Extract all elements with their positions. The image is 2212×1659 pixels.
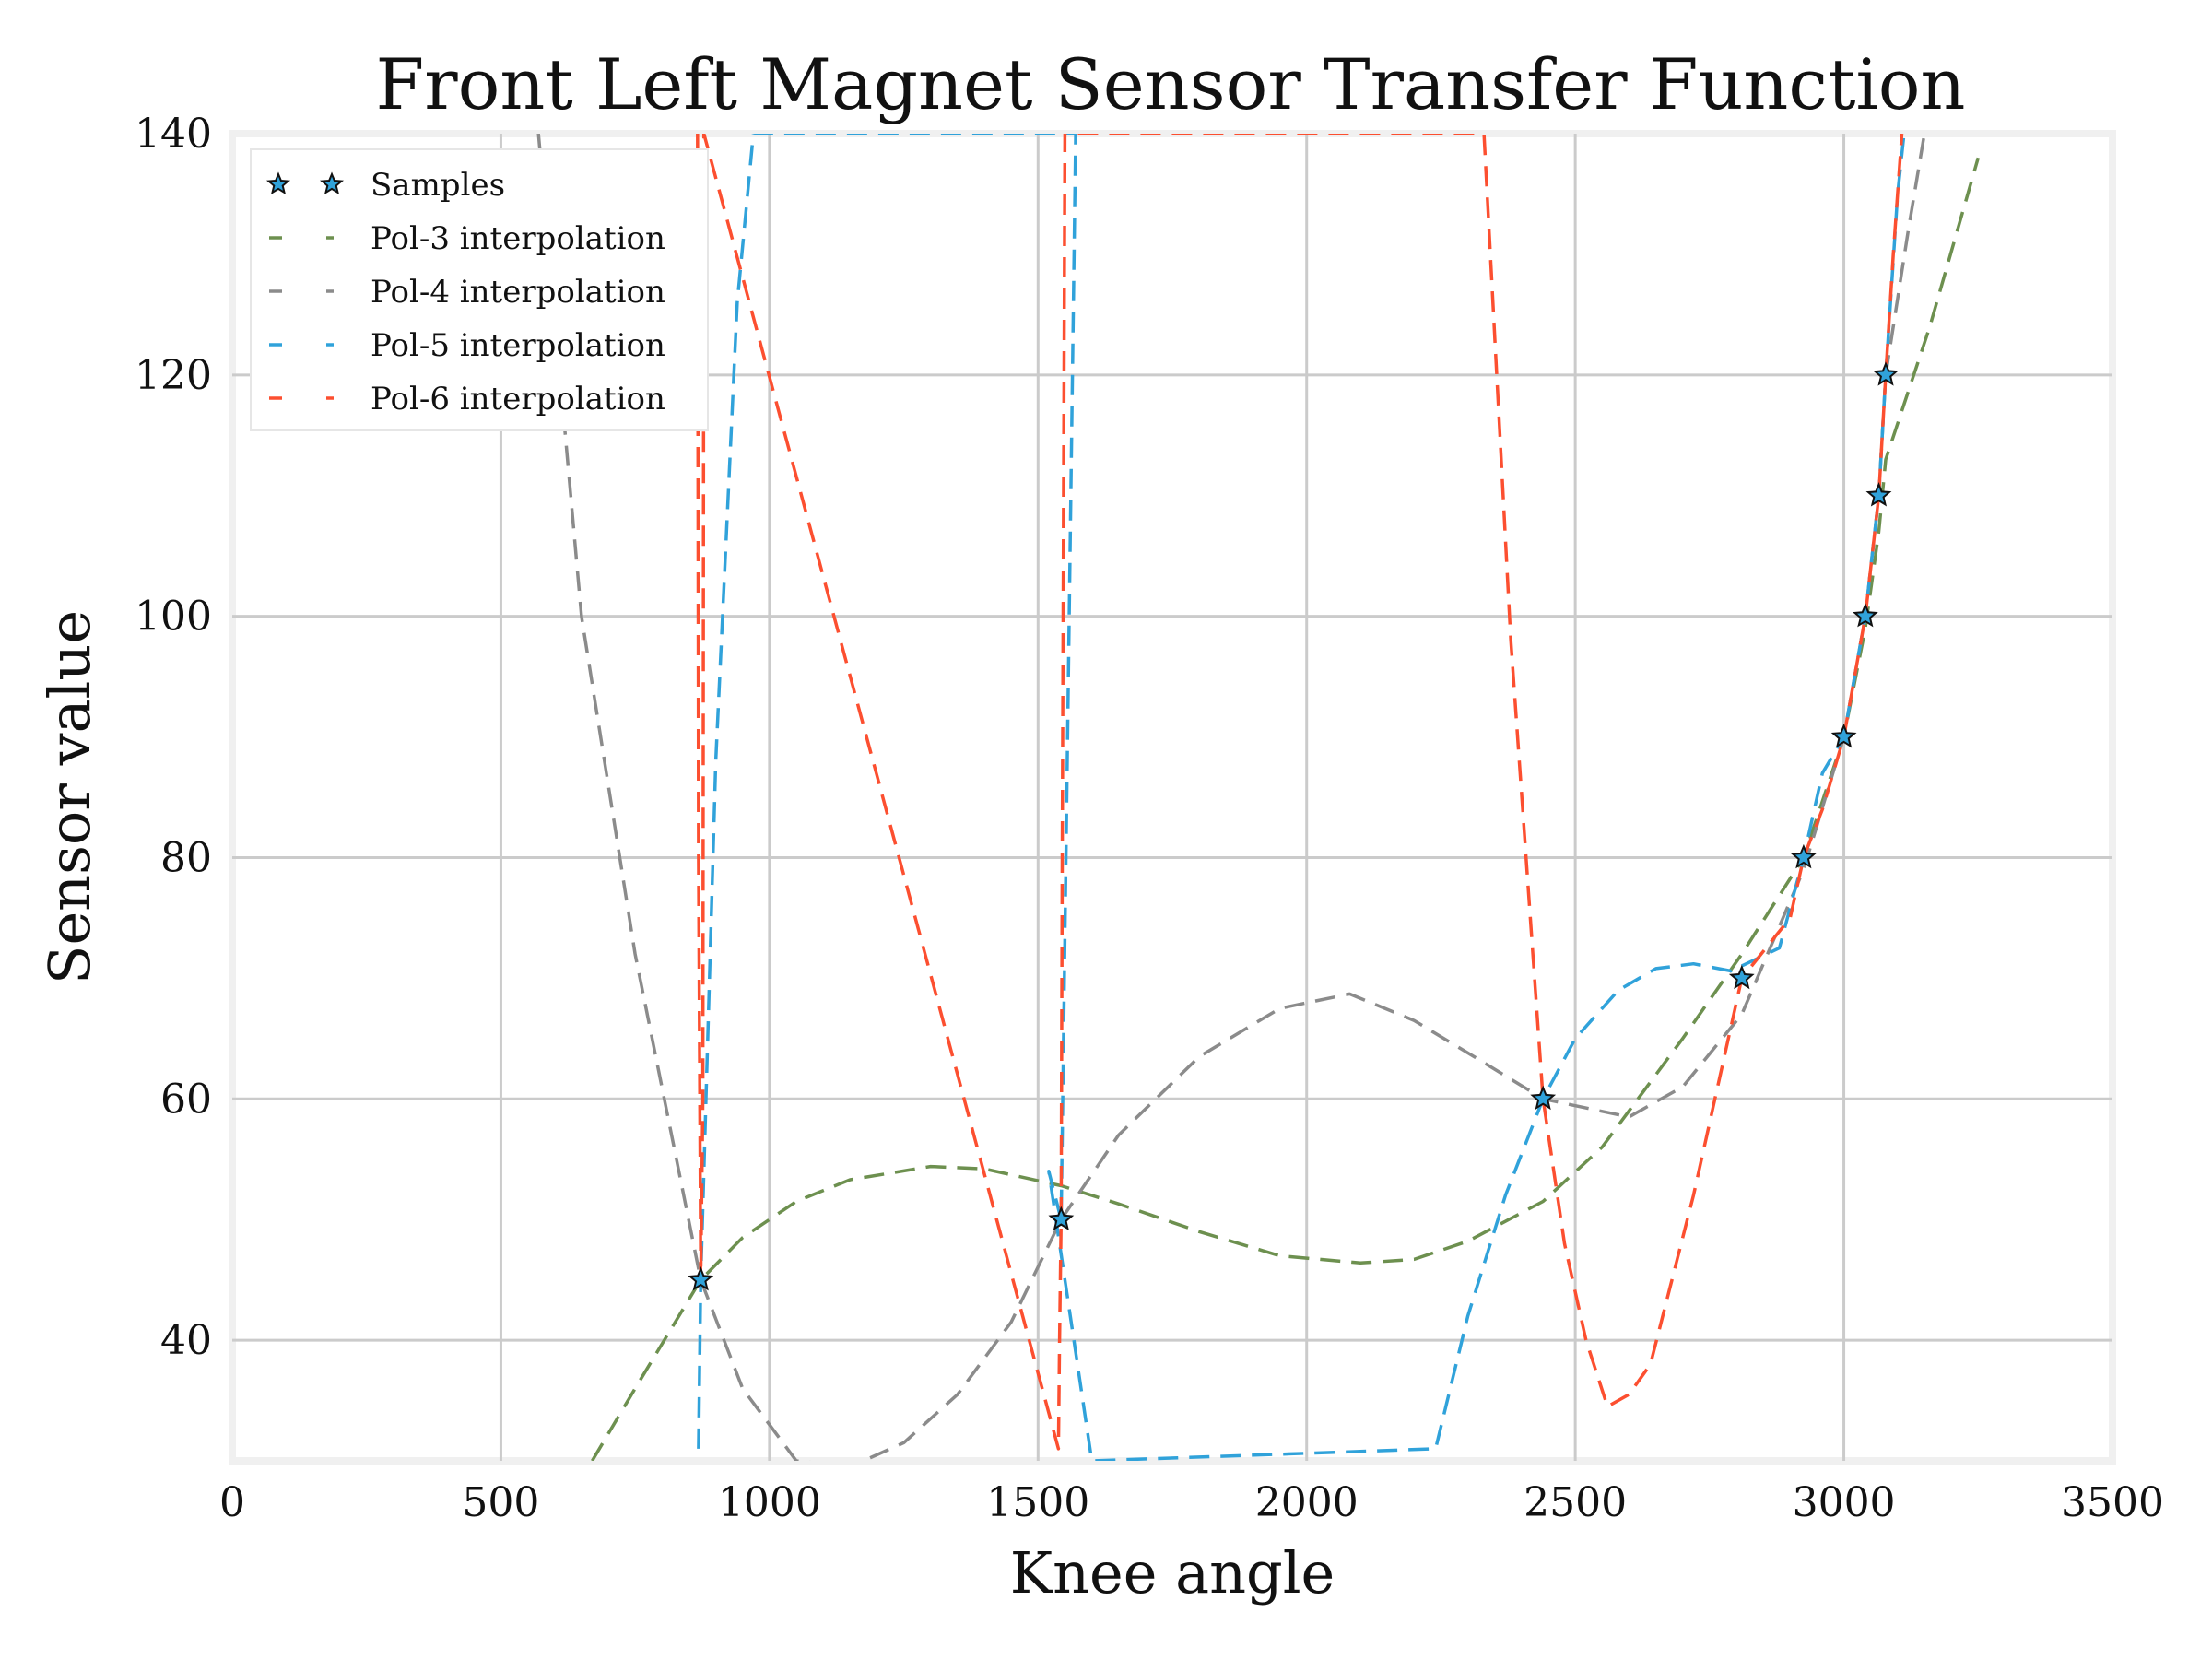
sample-point	[1830, 723, 1857, 748]
legend-label: Pol-6 interpolation	[371, 381, 665, 418]
x-tick-label: 1000	[718, 1479, 821, 1526]
x-tick-label: 2500	[1524, 1479, 1627, 1526]
legend-label: Pol-4 interpolation	[371, 274, 665, 311]
legend: Samples Pol-3 interpolation Pol-4 interpol…	[250, 148, 709, 431]
y-tick-label: 120	[135, 352, 212, 399]
legend-label: Samples	[371, 167, 505, 204]
series-layer	[536, 134, 1980, 1461]
x-tick-label: 3500	[2061, 1479, 2164, 1526]
y-tick-label: 60	[160, 1076, 212, 1123]
sample-point	[1873, 361, 1899, 386]
sample-point	[688, 1265, 714, 1291]
sample-point	[1530, 1085, 1557, 1111]
legend-label: Pol-3 interpolation	[371, 220, 665, 257]
samples-layer	[688, 361, 1899, 1291]
sample-point	[1853, 602, 1878, 628]
x-axis-label: Knee angle	[1010, 1539, 1335, 1606]
legend-label: Pol-5 interpolation	[371, 327, 665, 364]
y-axis-label: Sensor value	[36, 610, 103, 984]
y-tick-label: 140	[135, 111, 212, 158]
y-tick-label: 80	[160, 834, 212, 881]
y-tick-label: 40	[160, 1317, 212, 1364]
series-line-pol-6-interpolation	[696, 134, 1904, 1451]
sample-point	[1790, 843, 1817, 869]
sample-point	[1048, 1206, 1075, 1231]
legend-marker-samples	[265, 171, 291, 195]
x-tick-label: 500	[462, 1479, 539, 1526]
legend-marker-samples	[319, 171, 345, 195]
sample-point	[1728, 964, 1755, 990]
y-tick-label: 100	[135, 594, 212, 641]
x-tick-label: 0	[219, 1479, 245, 1526]
x-tick-label: 3000	[1793, 1479, 1896, 1526]
x-tick-labels: 0 500 1000 1500 2000 2500 3000 3500	[219, 1479, 2164, 1526]
sample-point	[1865, 482, 1892, 507]
y-tick-labels: 40 60 80 100 120 140	[135, 111, 212, 1364]
x-tick-label: 2000	[1255, 1479, 1359, 1526]
x-tick-label: 1500	[986, 1479, 1089, 1526]
series-line-pol-3-interpolation	[590, 157, 1980, 1461]
chart-title: Front Left Magnet Sensor Transfer Functi…	[376, 43, 1966, 125]
